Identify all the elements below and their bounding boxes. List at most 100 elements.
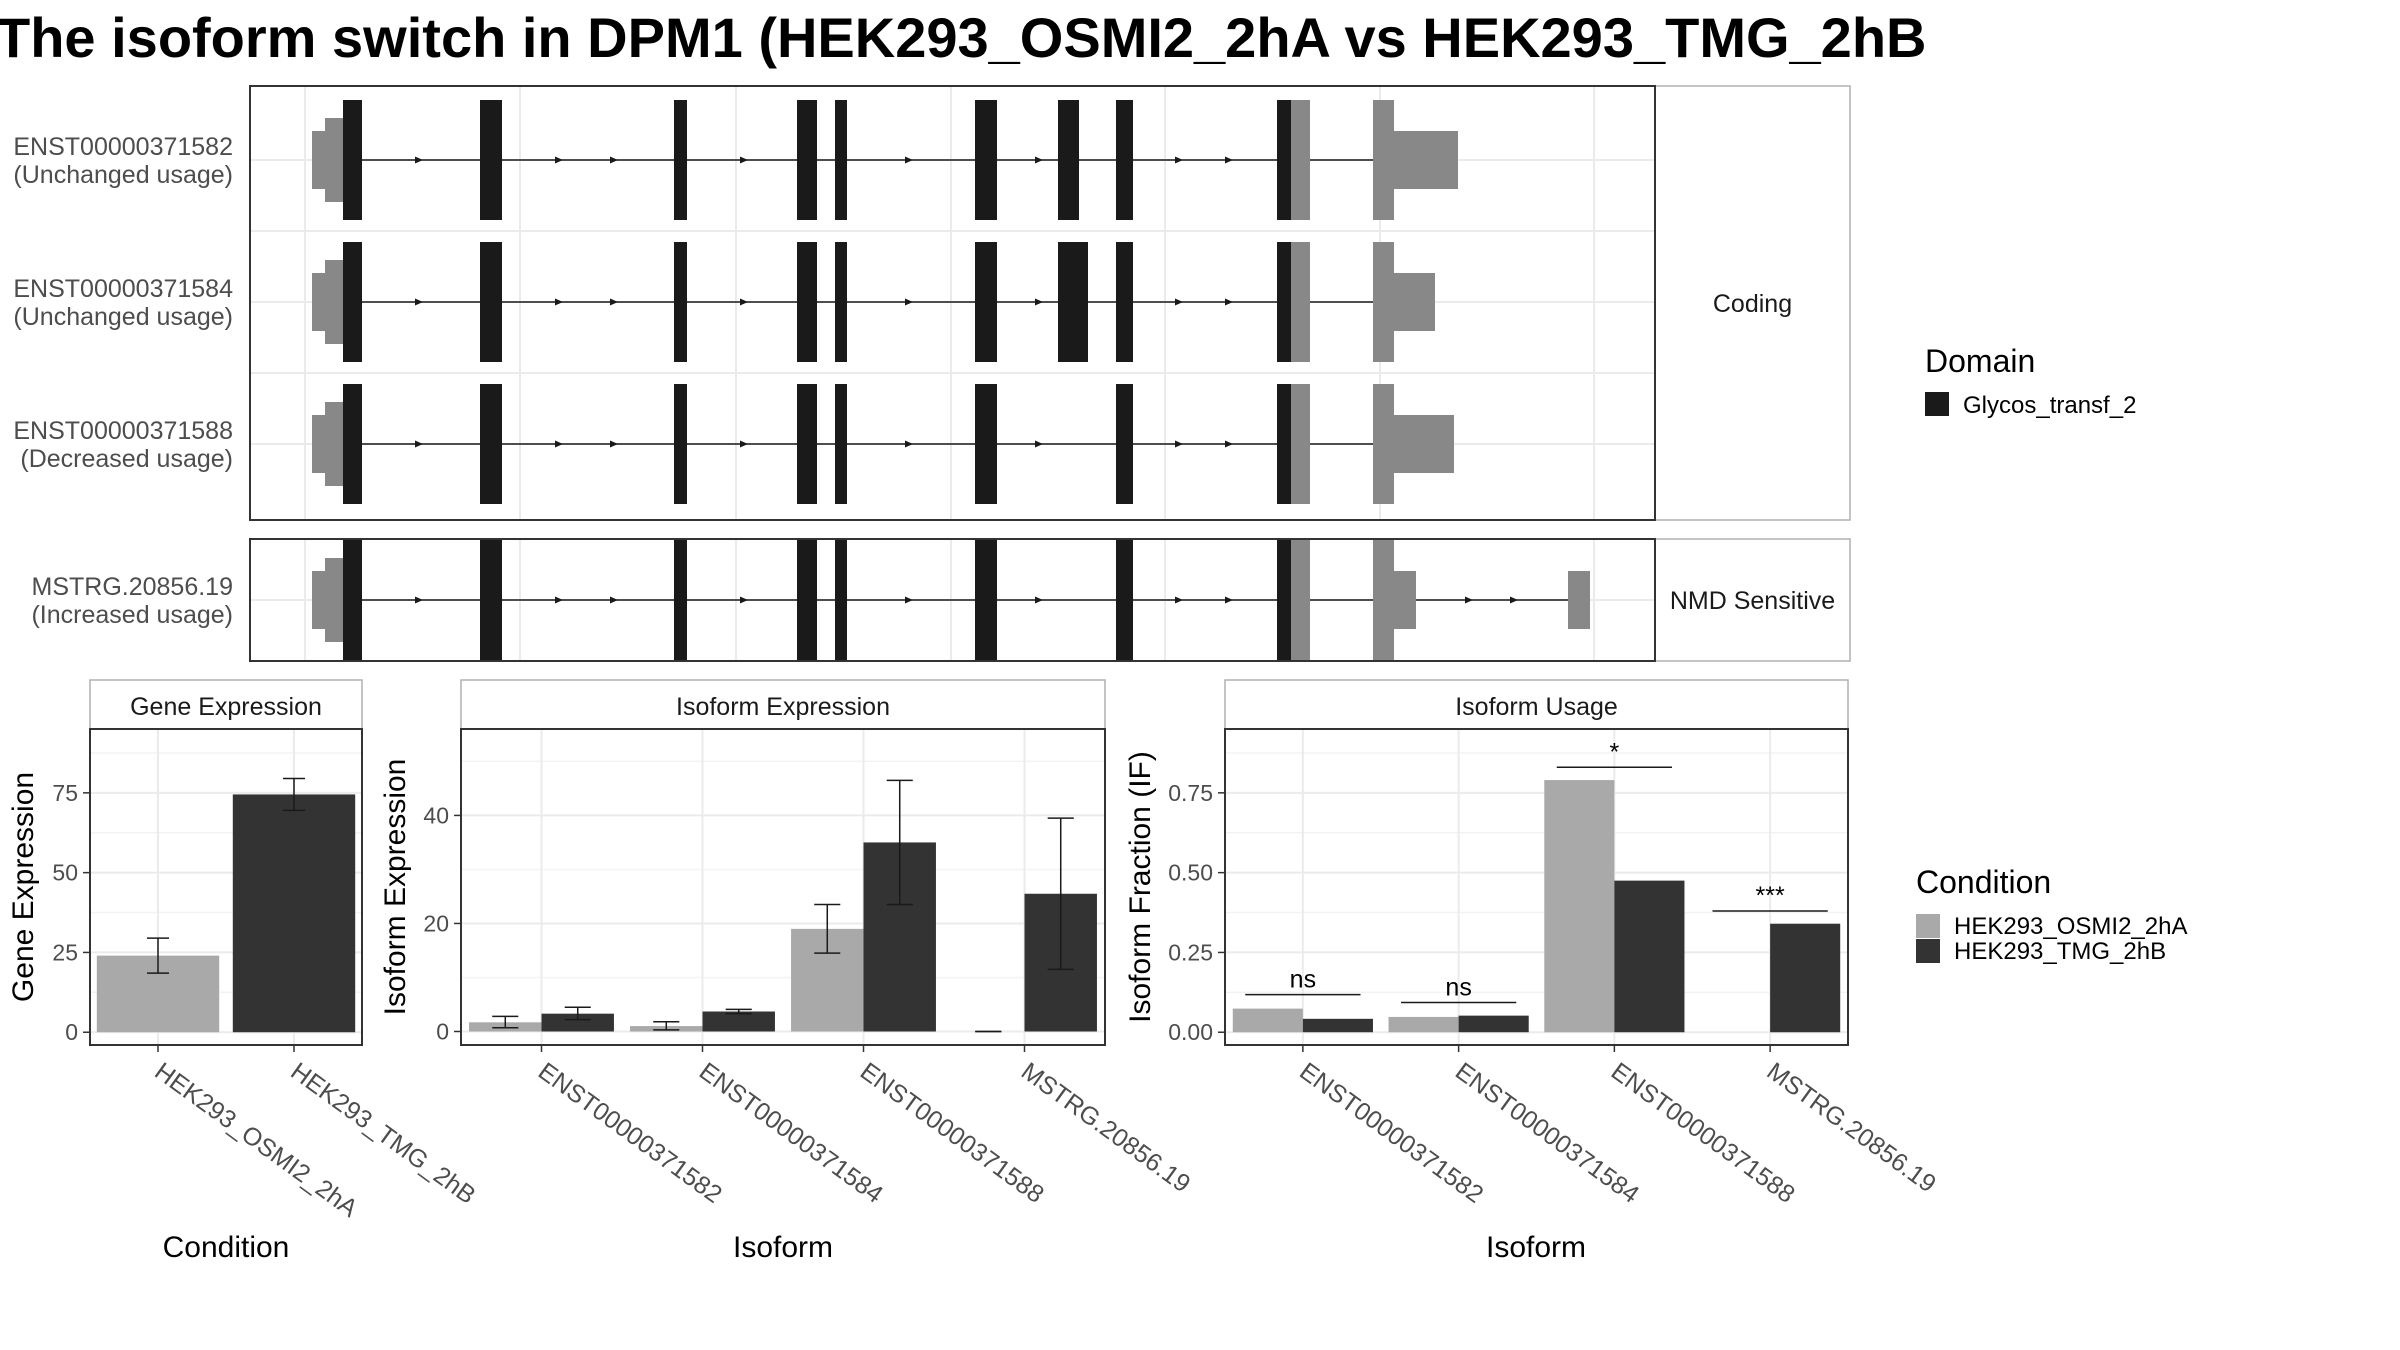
strand-arrow — [555, 596, 563, 604]
utr-exon — [1394, 571, 1416, 629]
bar — [1770, 923, 1841, 1033]
bar — [541, 1013, 614, 1032]
y-tick-label: 50 — [52, 860, 78, 886]
strand-arrow — [740, 298, 748, 306]
domain-exon — [343, 100, 362, 220]
domain-exon — [835, 100, 847, 220]
domain-exon — [1116, 540, 1133, 660]
strand-arrow — [1175, 596, 1183, 604]
utr-exon — [1373, 540, 1394, 660]
strand-arrow — [905, 298, 913, 306]
strand-arrow — [905, 596, 913, 604]
strand-arrow — [610, 298, 618, 306]
y-tick-label: 0.75 — [1168, 780, 1213, 806]
domain-exon — [975, 100, 997, 220]
domain-exon — [343, 384, 362, 504]
facet-strip-label: NMD Sensitive — [1670, 587, 1835, 615]
utr-exon — [1291, 242, 1310, 362]
domain-legend: Domain Glycos_transf_2 — [1925, 343, 2136, 419]
strand-arrow — [1035, 298, 1043, 306]
strand-arrow — [1225, 596, 1233, 604]
domain-exon — [797, 242, 817, 362]
utr-exon — [325, 260, 343, 344]
bar — [1614, 880, 1685, 1033]
domain-exon — [1058, 100, 1079, 220]
y-axis-title: Isoform Fraction (IF) — [1124, 751, 1157, 1023]
domain-legend-swatch — [1925, 392, 1949, 416]
strand-arrow — [1225, 298, 1233, 306]
y-axis-title: Isoform Expression — [379, 759, 412, 1016]
domain-exon — [480, 100, 502, 220]
condition-legend-swatch — [1916, 914, 1940, 938]
figure-title: The isoform switch in DPM1 (HEK293_OSMI2… — [0, 6, 1926, 69]
domain-exon — [674, 384, 687, 504]
domain-exon — [797, 100, 817, 220]
strand-arrow — [555, 440, 563, 448]
strand-arrow — [740, 156, 748, 164]
condition-legend-label: HEK293_OSMI2_2hA — [1954, 913, 2187, 940]
strand-arrow — [905, 440, 913, 448]
strand-arrow — [415, 596, 423, 604]
strand-arrow — [415, 298, 423, 306]
utr-exon — [1291, 540, 1310, 660]
transcript-id-label: ENST00000371582 — [13, 133, 233, 161]
domain-exon — [1058, 242, 1088, 362]
bar — [702, 1011, 775, 1032]
strand-arrow — [1175, 440, 1183, 448]
y-tick-label: 0.00 — [1168, 1019, 1213, 1045]
strand-arrow — [415, 440, 423, 448]
y-tick-label: 20 — [423, 910, 449, 936]
chart-strip-title: Isoform Expression — [676, 693, 890, 721]
strand-arrow — [1225, 156, 1233, 164]
domain-exon — [674, 100, 687, 220]
domain-exon — [1277, 100, 1291, 220]
strand-arrow — [1175, 298, 1183, 306]
domain-exon — [674, 540, 687, 660]
utr-exon — [325, 118, 343, 202]
domain-exon — [480, 384, 502, 504]
domain-exon — [835, 242, 847, 362]
domain-exon — [343, 242, 362, 362]
significance-label: ns — [1445, 974, 1471, 1002]
utr-exon — [325, 402, 343, 486]
domain-exon — [797, 540, 817, 660]
strand-arrow — [740, 440, 748, 448]
utr-exon — [1291, 384, 1310, 504]
condition-legend-title: Condition — [1916, 864, 2051, 900]
x-axis-title: Isoform — [733, 1231, 833, 1264]
utr-exon — [1291, 100, 1310, 220]
strand-arrow — [1465, 596, 1473, 604]
utr-exon — [312, 273, 325, 331]
strand-arrow — [610, 596, 618, 604]
strand-arrow — [1035, 156, 1043, 164]
domain-legend-title: Domain — [1925, 343, 2035, 379]
strand-arrow — [1175, 156, 1183, 164]
chart-strip-title: Isoform Usage — [1455, 693, 1618, 721]
utr-exon — [312, 415, 325, 473]
utr-exon — [1394, 415, 1454, 473]
utr-exon — [1373, 384, 1394, 504]
domain-exon — [975, 242, 997, 362]
transcript-usage-label: (Decreased usage) — [20, 445, 233, 473]
utr-exon — [312, 131, 325, 189]
y-tick-label: 0 — [65, 1019, 78, 1045]
domain-exon — [975, 540, 997, 660]
transcript-usage-label: (Unchanged usage) — [13, 303, 233, 331]
utr-exon — [1394, 131, 1458, 189]
domain-exon — [480, 242, 502, 362]
utr-exon — [325, 558, 343, 642]
significance-label: *** — [1756, 882, 1785, 910]
domain-exon — [1116, 100, 1133, 220]
strand-arrow — [610, 440, 618, 448]
transcript-id-label: MSTRG.20856.19 — [32, 573, 234, 601]
y-tick-label: 0 — [436, 1018, 449, 1044]
utr-exon — [1373, 242, 1394, 362]
y-axis-title: Gene Expression — [7, 772, 40, 1002]
strand-arrow — [740, 596, 748, 604]
strand-arrow — [1035, 596, 1043, 604]
strand-arrow — [1225, 440, 1233, 448]
utr-exon — [312, 571, 325, 629]
domain-exon — [1277, 242, 1291, 362]
chart-panel-border — [1224, 728, 1849, 1046]
